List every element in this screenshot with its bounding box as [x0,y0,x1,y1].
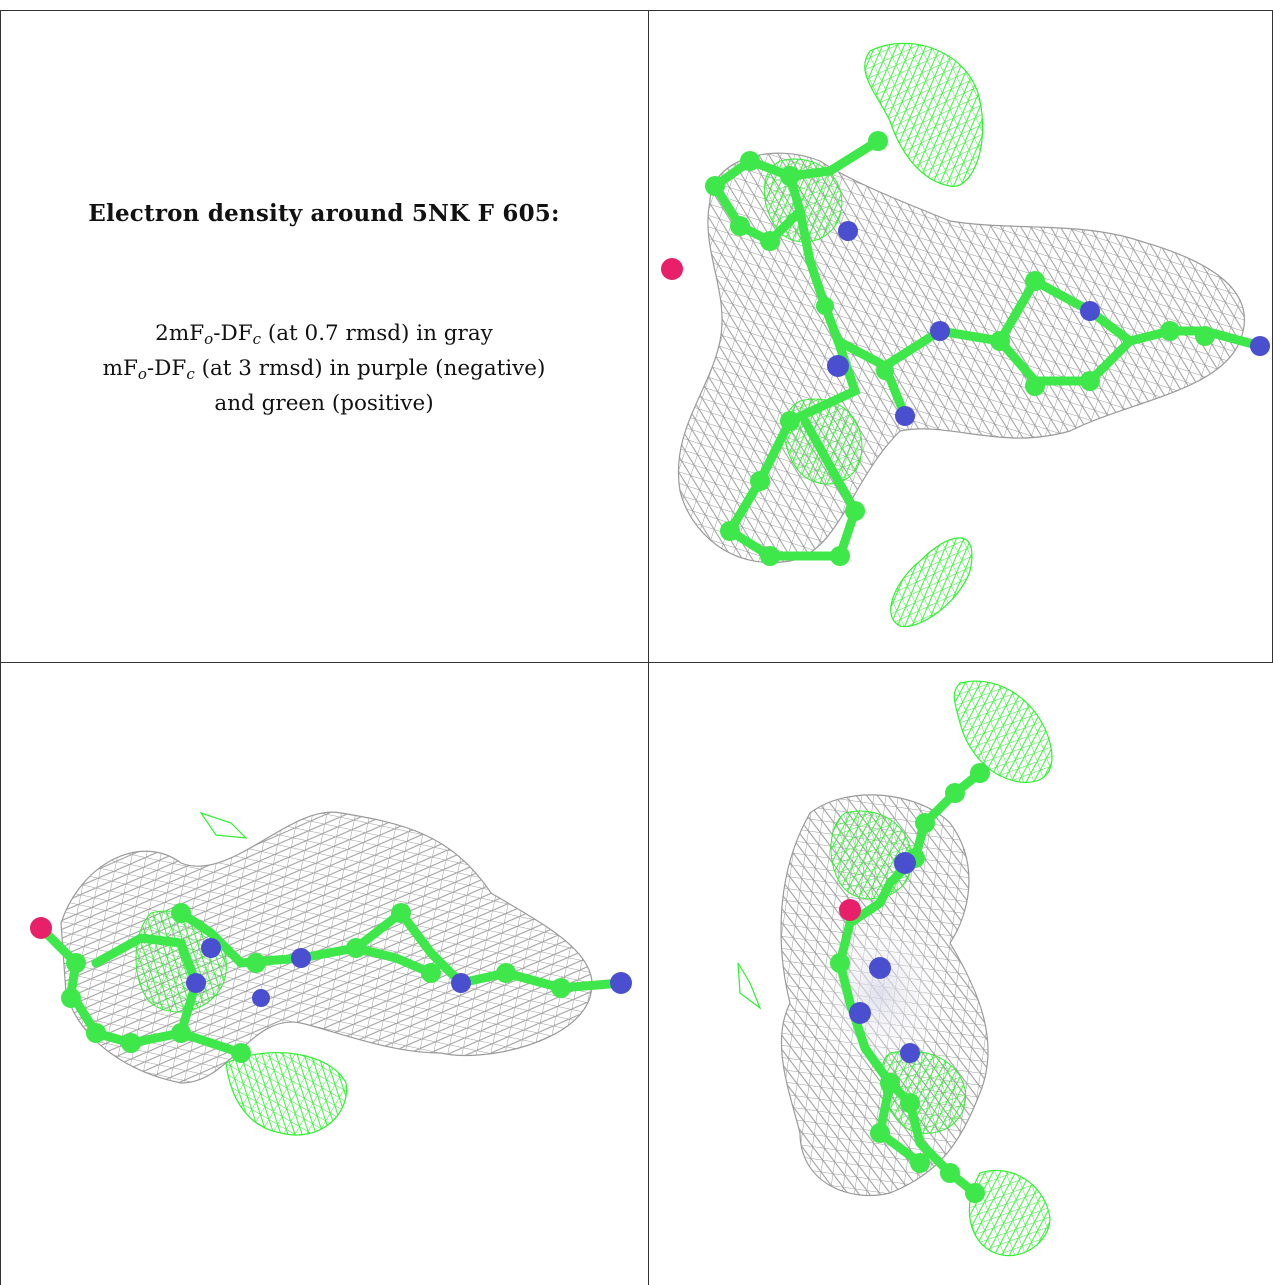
left-border [0,10,1,1285]
density-fofc-positive-bottom [890,537,973,628]
density-2fofc-mesh [60,811,593,1084]
legend-line-2fofc: 2mFo-DFc (at 0.7 rmsd) in gray [155,321,493,348]
density-2fofc-mesh [677,152,1246,564]
ligand-density-view-3 [737,680,1053,1257]
ligand-atoms [661,131,1270,566]
density-fofc-positive-top [864,42,984,187]
caption-cell: Electron density around 5NK F 605: 2mFo-… [0,0,648,662]
density-fofc-positive-bottom [968,1169,1051,1257]
density-panel-bottom-right [650,663,1272,1285]
ligand-density-view-1 [661,42,1270,628]
top-border [0,10,1273,11]
caption-title: Electron density around 5NK F 605: [88,200,560,227]
density-fofc-positive-top [953,680,1053,784]
ligand-atoms [30,903,632,1063]
ligand-density-view-2 [30,811,632,1136]
middle-divider [648,10,649,1285]
legend-line-fofc: mFo-DFc (at 3 rmsd) in purple (negative) [102,356,546,383]
density-fofc-positive-bottom [225,1052,348,1136]
horizontal-divider [0,662,1273,663]
density-fofc-positive-side [737,962,762,1010]
density-panel-bottom-left [1,663,648,1285]
legend-line-colors: and green (positive) [214,391,434,416]
density-fofc-positive-small [199,811,248,839]
caption-legend: 2mFo-DFc (at 0.7 rmsd) in gray mFo-DFc (… [0,316,648,421]
density-panel-top-right [650,11,1272,662]
ligand-atoms [830,763,990,1203]
